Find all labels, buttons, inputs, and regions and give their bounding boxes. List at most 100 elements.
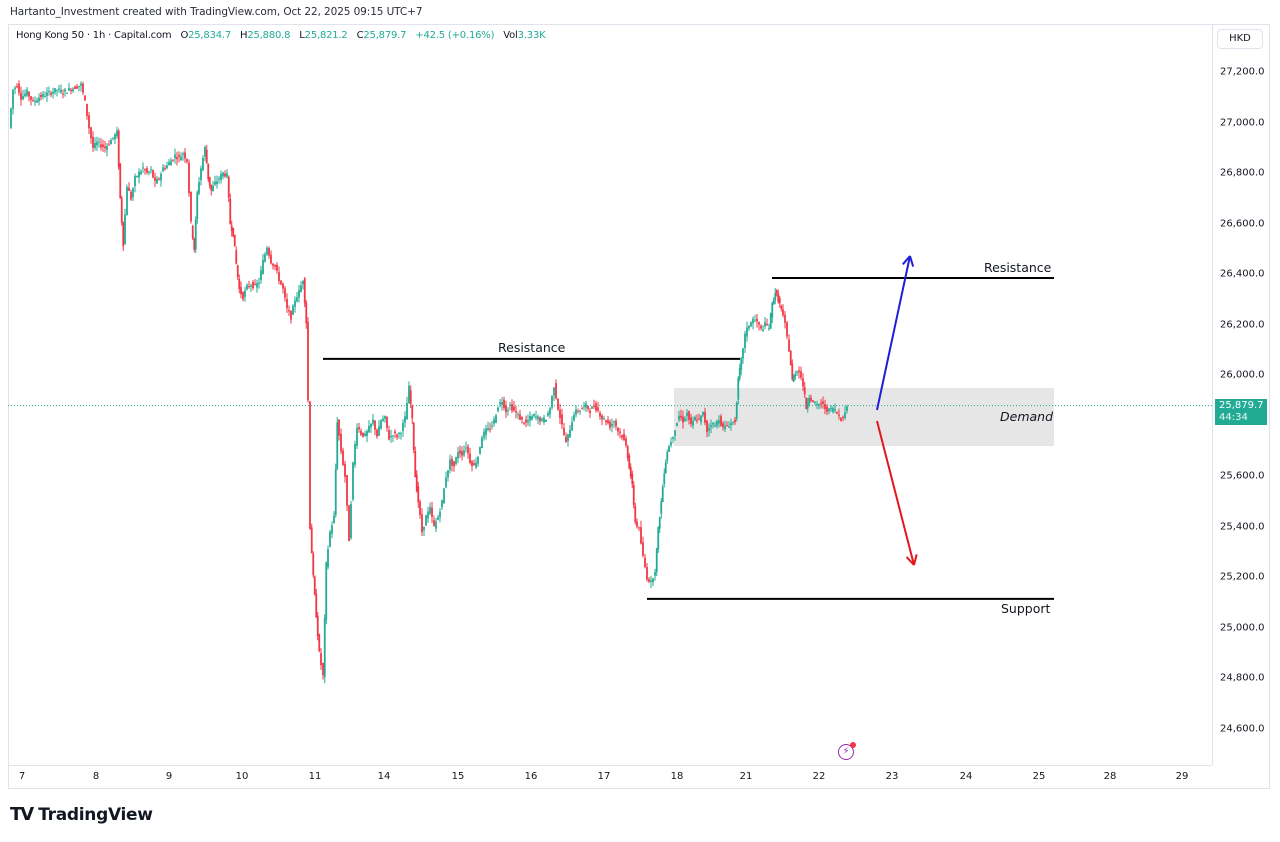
- arrow-head: [909, 255, 915, 267]
- candle-body: [760, 325, 762, 329]
- candle-body: [742, 348, 744, 359]
- brand-name: TradingView: [38, 804, 153, 825]
- candle-body: [621, 435, 623, 438]
- candle-body: [24, 93, 26, 96]
- candle-body: [348, 505, 350, 542]
- candle-body: [90, 127, 92, 139]
- symbol-label[interactable]: Hong Kong 50 · 1h · Capital.com: [16, 30, 172, 41]
- candle-body: [794, 374, 797, 377]
- candle-body: [463, 450, 465, 456]
- candle-body: [102, 144, 104, 148]
- candle-body: [844, 412, 846, 418]
- candle-body: [700, 415, 702, 423]
- candle-body: [10, 108, 12, 128]
- time-axis[interactable]: [8, 765, 1212, 790]
- candle-body: [174, 154, 176, 159]
- candle-body: [720, 416, 722, 426]
- candle-body: [796, 372, 798, 374]
- candle-body: [360, 430, 362, 435]
- currency-button[interactable]: HKD: [1217, 29, 1263, 49]
- candle-body: [307, 321, 309, 401]
- chart-frame: [8, 24, 1270, 789]
- candle-body: [386, 416, 388, 428]
- candle-body: [356, 428, 358, 446]
- price-tick: 24,800.0: [1220, 672, 1265, 684]
- candle-body: [503, 399, 505, 409]
- candle-body: [194, 219, 197, 250]
- candle-body: [104, 146, 106, 149]
- time-tick: 29: [1175, 771, 1189, 782]
- candle-body: [368, 425, 370, 433]
- candle-body: [256, 283, 258, 288]
- candle-body: [459, 450, 461, 454]
- arrow-head: [905, 556, 915, 566]
- candle-body: [750, 322, 752, 327]
- candle-body: [152, 169, 154, 178]
- candle-body: [334, 468, 337, 515]
- candle-body: [200, 168, 202, 181]
- candle-body: [772, 300, 775, 304]
- candle-body: [170, 160, 172, 166]
- candle-body: [50, 92, 52, 95]
- candle-body: [573, 414, 575, 421]
- candle-body: [378, 426, 380, 436]
- chart-credit: Hartanto_Investment created with Trading…: [10, 6, 423, 18]
- candle-body: [565, 436, 567, 443]
- candle-body: [775, 290, 778, 294]
- candle-body: [254, 283, 256, 285]
- candle-body: [380, 420, 382, 429]
- candle-body: [599, 412, 601, 417]
- candle-body: [615, 420, 617, 427]
- candle-body: [315, 593, 318, 618]
- price-tick: 27,000.0: [1220, 117, 1265, 129]
- candle-body: [822, 401, 824, 404]
- candle-body: [352, 462, 354, 500]
- candle-body: [248, 285, 250, 287]
- candle-body: [264, 254, 266, 262]
- candle-body: [44, 96, 46, 98]
- candle-body: [240, 287, 242, 295]
- candle-body: [178, 154, 180, 157]
- candle-body: [698, 418, 700, 420]
- price-axis[interactable]: [1212, 24, 1271, 765]
- candle-body: [535, 416, 537, 418]
- candle-body: [132, 188, 134, 198]
- candle-body: [404, 416, 406, 423]
- candle-body: [477, 456, 479, 464]
- candle-body: [42, 93, 44, 97]
- candle-body: [625, 438, 627, 446]
- candle-body: [286, 299, 288, 309]
- arrow-head: [913, 554, 918, 566]
- time-tick: 14: [377, 771, 391, 782]
- candle-body: [485, 428, 487, 435]
- candle-body: [734, 419, 736, 423]
- candle-body: [325, 562, 328, 620]
- candle-body: [774, 292, 777, 301]
- candle-body: [830, 408, 832, 410]
- candle-body: [543, 417, 545, 423]
- candle-body: [828, 408, 830, 412]
- candle-body: [692, 420, 694, 426]
- candle-body: [252, 281, 254, 289]
- candle-body: [467, 446, 469, 454]
- candle-body: [834, 409, 836, 411]
- candle-body: [688, 411, 690, 420]
- candle-body: [274, 264, 276, 267]
- candle-body: [216, 181, 218, 185]
- lightning-icon[interactable]: ⚡: [838, 742, 856, 760]
- candle-body: [222, 172, 224, 177]
- candle-body: [674, 430, 676, 436]
- candle-body: [36, 100, 38, 103]
- candle-body: [443, 488, 445, 504]
- candle-body: [78, 85, 80, 87]
- candle-body: [788, 339, 790, 352]
- candle-body: [513, 406, 515, 411]
- candle-body: [798, 370, 800, 373]
- low-value: 25,821.2: [304, 30, 348, 41]
- candle-body: [296, 297, 298, 302]
- candle-body: [350, 503, 352, 539]
- candle-body: [593, 405, 595, 407]
- candle-body: [117, 130, 120, 168]
- candle-body: [302, 280, 304, 285]
